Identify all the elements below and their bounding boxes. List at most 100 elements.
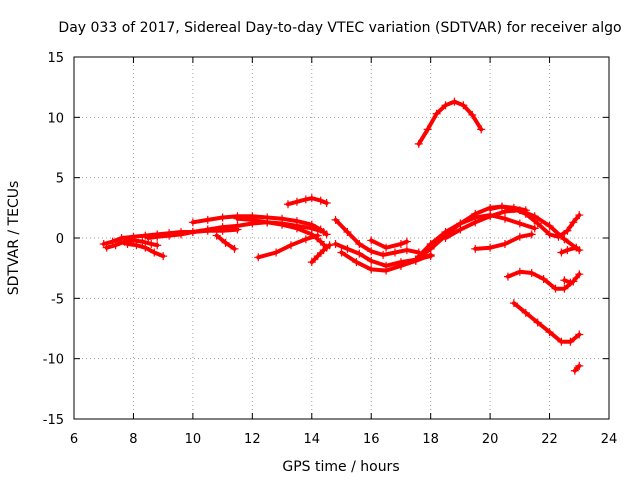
series-arc-02 — [102, 236, 162, 252]
y-tick-label: 0 — [56, 232, 64, 247]
data-point — [509, 205, 518, 214]
series-arc-14 — [367, 236, 411, 252]
data-point — [272, 248, 281, 257]
data-point — [521, 308, 530, 317]
y-tick-label: 5 — [56, 172, 64, 187]
data-point — [554, 232, 563, 241]
y-tick-label: 10 — [47, 111, 64, 126]
data-point — [459, 101, 468, 110]
data-point — [533, 318, 542, 327]
data-point — [560, 235, 569, 244]
data-point — [263, 218, 272, 227]
data-point — [477, 125, 486, 134]
x-tick-label: 22 — [541, 432, 558, 447]
data-point — [203, 215, 212, 224]
data-point — [144, 234, 153, 242]
data-point — [284, 200, 292, 209]
series-trace — [572, 363, 582, 373]
data-point — [569, 218, 578, 227]
series-trace — [369, 238, 409, 250]
data-point — [441, 101, 450, 110]
x-tick-label: 18 — [422, 432, 439, 447]
series-arc-22 — [509, 299, 584, 346]
data-point — [450, 97, 459, 106]
data-point — [468, 110, 477, 119]
data-point — [367, 236, 376, 245]
x-tick-label: 20 — [482, 432, 499, 447]
series-arc-11 — [331, 215, 423, 259]
data-point — [527, 268, 536, 277]
data-point — [177, 230, 185, 239]
data-point — [102, 243, 111, 252]
series-arc-10 — [307, 241, 334, 267]
data-point — [292, 217, 301, 226]
series-trace — [488, 204, 582, 239]
data-point — [188, 227, 197, 236]
chart-title: Day 033 of 2017, Sidereal Day-to-day VTE… — [58, 20, 621, 36]
data-point — [557, 248, 566, 257]
data-point — [147, 240, 156, 249]
data-point — [355, 240, 364, 249]
data-point — [123, 240, 132, 249]
data-point — [367, 256, 376, 265]
series-arc-18 — [471, 230, 536, 253]
data-point — [521, 209, 530, 218]
data-point — [301, 235, 310, 244]
data-point — [382, 243, 391, 252]
x-tick-label: 16 — [363, 432, 380, 447]
data-point — [159, 252, 168, 261]
data-point — [331, 240, 340, 249]
data-point — [566, 278, 575, 287]
y-tick-label: -10 — [43, 353, 64, 368]
data-point — [337, 248, 346, 257]
data-point — [292, 224, 301, 233]
data-point — [150, 248, 159, 257]
data-point — [396, 240, 405, 249]
data-point — [367, 247, 376, 256]
data-point — [441, 234, 450, 242]
series-arc-06 — [212, 231, 239, 253]
data-point — [221, 238, 230, 247]
data-point — [316, 196, 325, 205]
data-point — [575, 330, 584, 339]
data-point — [515, 267, 524, 276]
data-point — [230, 244, 239, 253]
y-tick-label: 15 — [47, 51, 64, 66]
data-point — [319, 246, 328, 255]
data-point — [527, 230, 536, 239]
data-point — [254, 253, 263, 262]
data-point — [396, 261, 405, 270]
data-point — [313, 252, 322, 261]
data-point — [203, 225, 212, 234]
data-point — [382, 266, 391, 275]
series-arc-23 — [557, 243, 581, 257]
data-point — [355, 249, 364, 258]
data-point — [286, 241, 295, 250]
data-point — [572, 243, 581, 252]
data-point — [471, 244, 480, 253]
data-point — [432, 109, 441, 118]
data-point — [545, 221, 554, 230]
series-arc-19 — [486, 202, 584, 241]
data-point — [391, 248, 399, 257]
data-point — [138, 237, 147, 246]
x-tick-label: 6 — [70, 432, 78, 447]
data-point — [500, 240, 509, 249]
data-point — [212, 231, 221, 240]
data-point — [165, 231, 174, 240]
data-point — [343, 227, 352, 236]
data-point — [503, 272, 512, 281]
data-point — [248, 215, 257, 224]
data-point — [322, 199, 331, 208]
data-point — [278, 220, 287, 229]
x-tick-label: 8 — [129, 432, 137, 447]
data-point — [292, 197, 301, 206]
data-point — [486, 205, 495, 214]
data-point — [557, 337, 566, 346]
series-arc-09 — [284, 194, 331, 209]
series-arc-24 — [560, 276, 575, 287]
data-point — [563, 226, 572, 235]
series-trace — [511, 301, 582, 344]
data-point — [218, 223, 227, 232]
